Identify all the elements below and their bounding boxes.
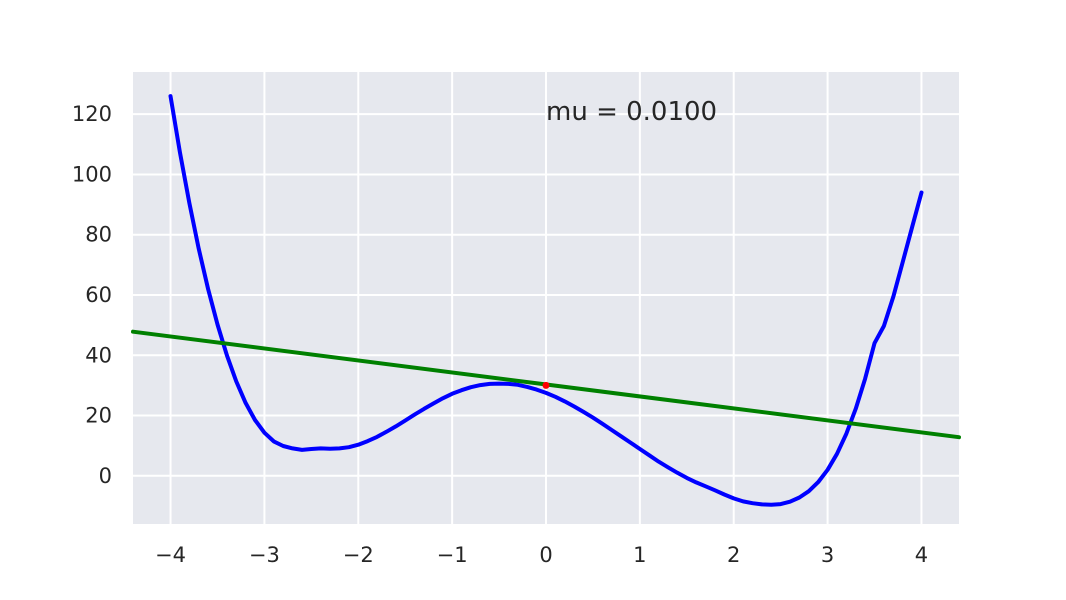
y-tick-label: 40 bbox=[85, 343, 112, 367]
y-tick-label: 60 bbox=[85, 283, 112, 307]
x-tick-label: 1 bbox=[633, 543, 646, 567]
x-tick-label: 3 bbox=[821, 543, 834, 567]
y-tick-label: 20 bbox=[85, 404, 112, 428]
blue-curve-line bbox=[168, 94, 924, 507]
x-tick-label: −4 bbox=[155, 543, 186, 567]
mu-annotation: mu = 0.0100 bbox=[546, 97, 717, 127]
x-tick-label: 2 bbox=[727, 543, 740, 567]
y-tick-label: 100 bbox=[72, 162, 112, 186]
y-tick-label: 120 bbox=[72, 102, 112, 126]
red-point bbox=[542, 381, 550, 389]
x-tick-label: −1 bbox=[437, 543, 468, 567]
points-layer bbox=[542, 381, 550, 389]
y-tick-label: 0 bbox=[99, 464, 112, 488]
y-tick-label: 80 bbox=[85, 223, 112, 247]
x-tick-label: 4 bbox=[915, 543, 928, 567]
x-tick-label: −3 bbox=[249, 543, 280, 567]
x-tick-label: −2 bbox=[343, 543, 374, 567]
x-tick-label: 0 bbox=[539, 543, 552, 567]
